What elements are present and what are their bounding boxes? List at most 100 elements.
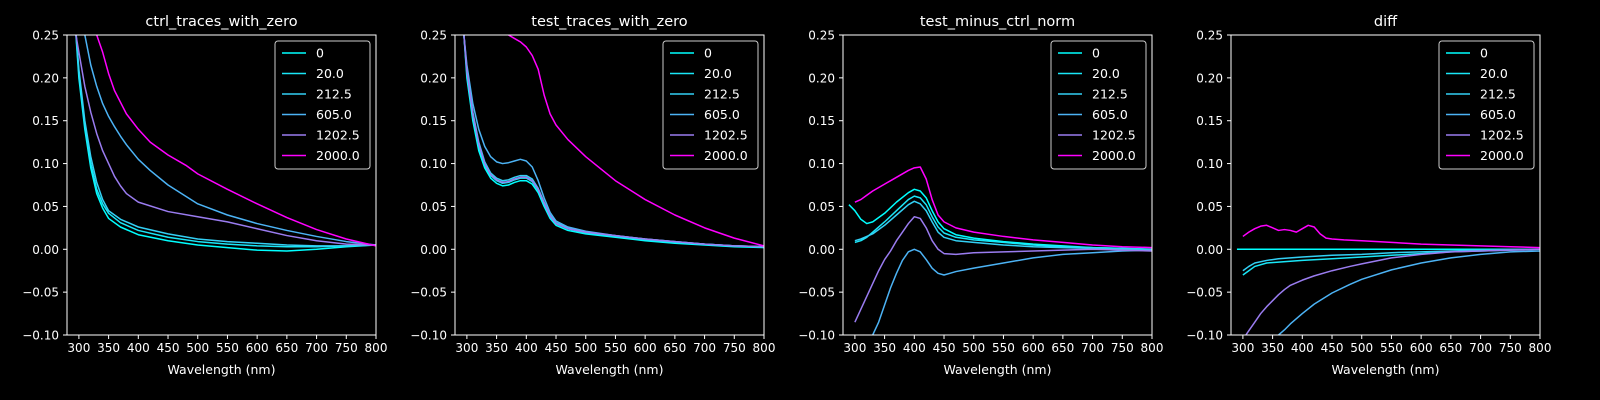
- panel-test-traces-with-zero: test_traces_with_zero Wavelength (nm) 30…: [410, 14, 775, 377]
- x-tick-label: 350: [1261, 341, 1284, 355]
- series-line-0: [848, 188, 1152, 251]
- panel-diff: diff Wavelength (nm) 300 350 400 450 500 550 6…: [1186, 14, 1551, 377]
- x-tick-label: 450: [1321, 341, 1344, 355]
- x-tick-label: 550: [992, 341, 1015, 355]
- panel-ctrl-traces-with-zero: ctrl_traces_with_zero Wavelength (nm) 30…: [22, 14, 387, 377]
- legend-label: 1202.5: [1092, 128, 1136, 143]
- legend-label: 0: [1480, 46, 1488, 61]
- series-line-212-5: [1242, 248, 1540, 272]
- x-axis-label: Wavelength (nm): [1332, 362, 1440, 377]
- series-line-212-5: [75, 35, 376, 247]
- y-tick-label: 0.15: [420, 114, 447, 128]
- y-tick-label: 0.15: [32, 114, 59, 128]
- x-tick-label: 350: [97, 341, 120, 355]
- y-tick-label: 0.20: [420, 71, 447, 85]
- y-tick-label: −0.10: [798, 329, 835, 343]
- x-tick-label: 750: [335, 341, 358, 355]
- y-tick-label: 0.20: [1196, 71, 1223, 85]
- legend-label: 1202.5: [704, 128, 748, 143]
- series-line-2000-0: [508, 35, 764, 247]
- series-line-605-0: [84, 35, 376, 246]
- legend-label: 212.5: [1092, 87, 1128, 102]
- x-tick-label: 700: [1081, 341, 1104, 355]
- y-tick-label: 0.15: [1196, 114, 1223, 128]
- legend-label: 0: [316, 46, 324, 61]
- legend-label: 1202.5: [1480, 128, 1524, 143]
- legend-label: 2000.0: [1480, 148, 1524, 163]
- legend: 0 20.0 212.5 605.0 1202.5 2000.0: [274, 40, 371, 170]
- x-tick-label: 450: [545, 341, 568, 355]
- legend-label: 2000.0: [1092, 148, 1136, 163]
- y-tick-label: −0.10: [410, 329, 447, 343]
- y-tick-label: 0.25: [420, 29, 447, 43]
- x-tick-label: 500: [962, 341, 985, 355]
- x-tick-label: 650: [1051, 341, 1074, 355]
- series-group: [1236, 224, 1540, 335]
- x-tick-label: 550: [1380, 341, 1403, 355]
- x-tick-label: 500: [186, 341, 209, 355]
- axes-frame: [454, 34, 765, 336]
- legend-label: 2000.0: [316, 148, 360, 163]
- x-tick-label: 600: [634, 341, 657, 355]
- x-tick-label: 400: [515, 341, 538, 355]
- series-line-2000-0: [1242, 224, 1540, 249]
- y-tick-label: 0.05: [32, 200, 59, 214]
- y-tick-label: 0.00: [808, 243, 835, 257]
- panel-test-minus-ctrl-norm: test_minus_ctrl_norm Wavelength (nm) 300…: [798, 14, 1163, 377]
- x-tick-label: 550: [604, 341, 627, 355]
- legend-label: 20.0: [316, 66, 344, 81]
- panel-title: test_minus_ctrl_norm: [920, 14, 1075, 30]
- x-tick-label: 700: [693, 341, 716, 355]
- legend: 0 20.0 212.5 605.0 1202.5 2000.0: [1438, 40, 1535, 170]
- series-line-1202-5: [463, 35, 764, 248]
- legend-label: 20.0: [704, 66, 732, 81]
- series-line-0: [463, 35, 764, 249]
- x-tick-label: 700: [1469, 341, 1492, 355]
- y-tick-label: 0.20: [808, 71, 835, 85]
- x-axis-label: Wavelength (nm): [168, 362, 276, 377]
- series-line-605-0: [872, 248, 1152, 335]
- legend-label: 0: [1092, 46, 1100, 61]
- legend-label: 1202.5: [316, 128, 360, 143]
- x-tick-label: 300: [1231, 341, 1254, 355]
- y-tick-label: −0.05: [410, 286, 447, 300]
- series-line-20-0: [854, 195, 1152, 251]
- series-group: [75, 35, 376, 252]
- series-line-1202-5: [75, 35, 376, 246]
- x-tick-label: 300: [843, 341, 866, 355]
- y-tick-label: 0.00: [32, 243, 59, 257]
- legend-label: 212.5: [1480, 87, 1516, 102]
- x-tick-label: 750: [723, 341, 746, 355]
- series-group: [848, 166, 1152, 335]
- x-tick-label: 600: [1022, 341, 1045, 355]
- y-tick-label: 0.05: [420, 200, 447, 214]
- y-tick-label: −0.10: [22, 329, 59, 343]
- y-tick-label: −0.05: [798, 286, 835, 300]
- x-tick-label: 450: [157, 341, 180, 355]
- y-tick-label: −0.10: [1186, 329, 1223, 343]
- x-tick-label: 500: [1350, 341, 1373, 355]
- y-tick-label: 0.05: [1196, 200, 1223, 214]
- y-tick-label: 0.10: [808, 157, 835, 171]
- legend-label: 605.0: [1480, 107, 1516, 122]
- legend-label: 20.0: [1480, 66, 1508, 81]
- axes-frame: [842, 34, 1153, 336]
- x-tick-label: 800: [1529, 341, 1552, 355]
- legend-label: 605.0: [704, 107, 740, 122]
- y-tick-label: 0.00: [420, 243, 447, 257]
- series-line-212-5: [854, 200, 1152, 251]
- x-tick-label: 350: [485, 341, 508, 355]
- series-group: [463, 35, 764, 249]
- legend-label: 0: [704, 46, 712, 61]
- legend-label: 212.5: [316, 87, 352, 102]
- panel-title: test_traces_with_zero: [531, 14, 688, 30]
- x-axis-label: Wavelength (nm): [944, 362, 1052, 377]
- x-tick-label: 400: [127, 341, 150, 355]
- y-tick-label: −0.05: [1186, 286, 1223, 300]
- legend: 0 20.0 212.5 605.0 1202.5 2000.0: [662, 40, 759, 170]
- series-line-605-0: [1278, 250, 1540, 335]
- x-tick-label: 450: [933, 341, 956, 355]
- y-tick-label: 0.15: [808, 114, 835, 128]
- x-tick-label: 800: [1141, 341, 1164, 355]
